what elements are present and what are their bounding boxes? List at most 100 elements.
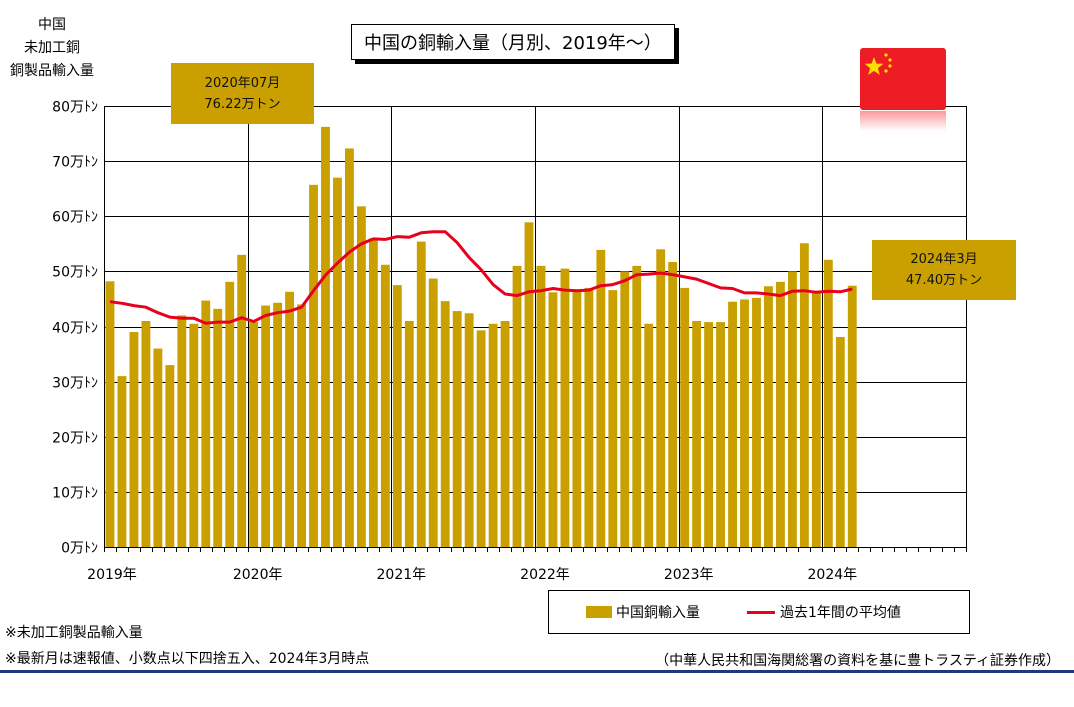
y-tick-label: 60万ﾄﾝ: [52, 210, 98, 226]
bar: [129, 332, 139, 547]
bar: [596, 249, 606, 547]
y-axis-title-line: 未加工銅: [24, 40, 80, 56]
bar: [105, 281, 115, 547]
x-tick-label: 2023年: [664, 567, 714, 583]
bar: [608, 290, 618, 547]
y-axis-title-line: 中国: [38, 17, 66, 33]
bar: [213, 308, 223, 547]
bar: [165, 365, 175, 547]
bar: [787, 271, 797, 547]
bar: [153, 348, 163, 547]
y-tick-label: 40万ﾄﾝ: [52, 321, 98, 337]
bar: [835, 336, 845, 547]
bar: [716, 322, 725, 547]
bar: [560, 268, 570, 547]
y-tick-label: 50万ﾄﾝ: [52, 265, 98, 281]
bar: [752, 297, 761, 547]
bar: [201, 300, 211, 547]
legend-item-imports: 中国銅輸入量: [586, 602, 700, 622]
x-tick-label: 2020年: [233, 567, 283, 583]
bar: [584, 287, 594, 547]
bar: [380, 264, 390, 547]
peak-callout-value: 76.22万トン: [204, 96, 281, 112]
bar: [847, 285, 857, 547]
bar: [345, 148, 354, 548]
bar: [704, 322, 714, 547]
legend-line-swatch: [747, 610, 775, 614]
bar: [404, 320, 414, 547]
footnote: ※未加工銅製品輸入量: [5, 625, 143, 641]
x-tick-label: 2024年: [808, 567, 858, 583]
bottom-divider: [0, 670, 1074, 673]
latest-callout-month: 2024年3月: [910, 252, 978, 267]
bar: [464, 313, 474, 547]
latest-callout-value: 47.40万トン: [905, 273, 983, 288]
y-tick-label: 30万ﾄﾝ: [52, 376, 98, 392]
peak-callout: 2020年07月 76.22万トン: [171, 63, 314, 124]
bar: [309, 184, 318, 548]
bar: [776, 281, 785, 547]
x-tick-label: 2022年: [520, 567, 570, 583]
peak-callout-month: 2020年07月: [204, 75, 281, 91]
bar: [177, 315, 187, 547]
legend-bar-swatch: [586, 606, 612, 618]
bar: [644, 323, 654, 547]
bar: [740, 299, 749, 547]
bar: [811, 290, 821, 547]
bar: [333, 177, 342, 547]
bar: [452, 311, 462, 547]
bar: [692, 320, 702, 547]
china-flag-icon: [860, 48, 946, 132]
latest-callout: 2024年3月 47.40万トン: [872, 240, 1016, 300]
bar: [356, 206, 366, 547]
bar: [476, 330, 486, 547]
y-axis-title: 中国 未加工銅 銅製品輸入量: [0, 14, 104, 83]
bar: [237, 254, 247, 547]
bar: [500, 320, 510, 547]
bar: [141, 320, 151, 547]
y-tick-label: 70万ﾄﾝ: [52, 155, 98, 171]
bar: [368, 238, 378, 548]
bar: [668, 262, 678, 547]
bar: [285, 291, 294, 547]
bar: [416, 241, 426, 548]
average-line: [109, 230, 853, 325]
legend-bar-label: 中国銅輸入量: [616, 605, 700, 621]
bar: [764, 286, 773, 547]
bar: [297, 304, 306, 547]
chart-title: 中国の銅輸入量（月別、2019年～）: [351, 24, 675, 60]
bar: [728, 301, 737, 547]
source-note: （中華人民共和国海関総署の資料を基に豊トラスティ証券作成）: [655, 653, 1060, 669]
bar: [548, 292, 558, 547]
y-tick-label: 80万ﾄﾝ: [52, 100, 98, 116]
bar: [321, 126, 330, 547]
x-tick-label: 2021年: [377, 567, 427, 583]
y-axis-title-line: 銅製品輸入量: [10, 63, 94, 79]
bar: [536, 265, 546, 547]
bar: [189, 323, 199, 547]
legend-item-average: 過去1年間の平均値: [747, 602, 901, 622]
bar: [117, 376, 127, 547]
chart-legend: 中国銅輸入量 過去1年間の平均値: [548, 590, 970, 634]
bar: [680, 287, 690, 547]
bar: [428, 278, 438, 547]
bar: [799, 243, 809, 548]
y-tick-label: 20万ﾄﾝ: [52, 431, 98, 447]
bar: [225, 281, 235, 547]
footnote: ※最新月は速報値、小数点以下四捨五入、2024年3月時点: [5, 651, 370, 667]
bar: [572, 290, 582, 547]
bar: [524, 222, 534, 547]
bar: [632, 265, 642, 547]
y-tick-label: 0万ﾄﾝ: [61, 541, 98, 557]
bar: [512, 265, 522, 547]
bar: [823, 259, 833, 547]
bar: [392, 285, 402, 547]
y-tick-label: 10万ﾄﾝ: [52, 486, 98, 502]
bar: [261, 305, 271, 547]
bar: [488, 323, 498, 547]
bar: [656, 249, 666, 547]
bar: [249, 322, 259, 547]
bar: [620, 271, 630, 547]
legend-line-label: 過去1年間の平均値: [780, 605, 901, 621]
